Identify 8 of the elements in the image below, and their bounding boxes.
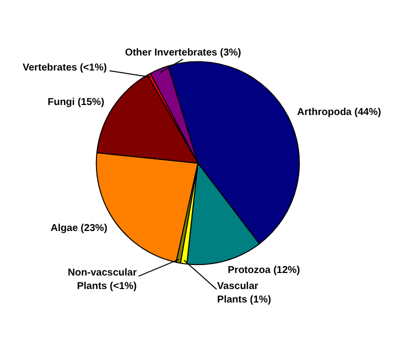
slice-label: Fungi (15%) <box>48 96 104 108</box>
slice-label: Algae (23%) <box>50 222 108 234</box>
slice-label: Other Invertebrates (3%) <box>124 47 242 58</box>
slice-label: Vascular Plants (1%) <box>217 280 272 306</box>
slice-label: Protozoa (12%) <box>228 264 300 276</box>
slice-label: Vertebrates (<1%) <box>22 62 107 74</box>
slice-label: Arthropoda (44%) <box>297 106 382 118</box>
slice-label: Non-vacscular Plants (<1%) <box>68 267 137 292</box>
